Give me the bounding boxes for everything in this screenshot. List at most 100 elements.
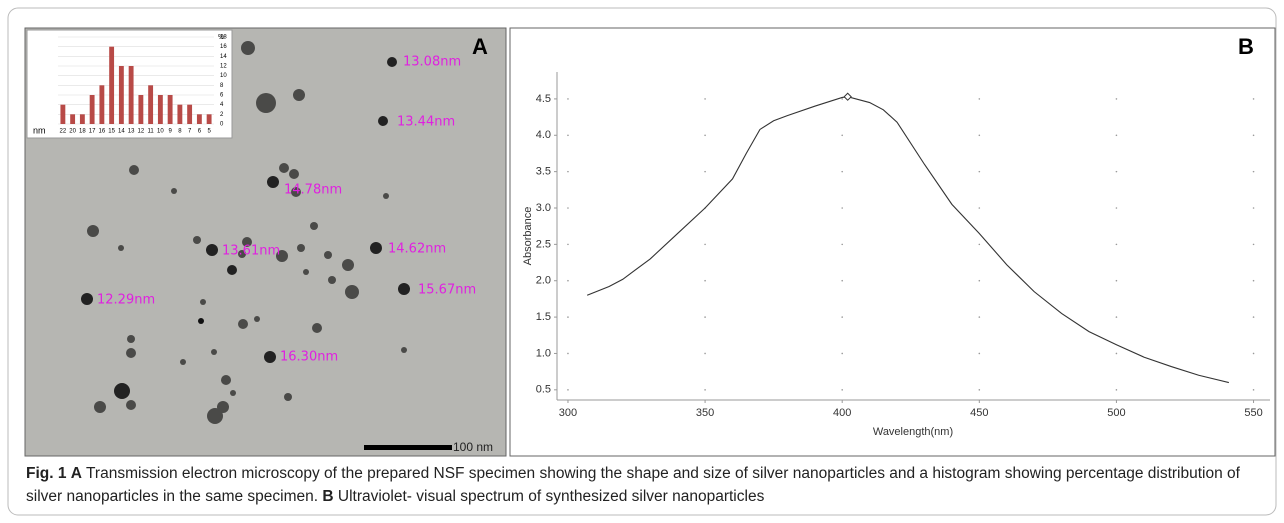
- x-axis-label: nm: [33, 125, 46, 135]
- bar: [167, 95, 173, 124]
- scale-bar-label: 100 nm: [453, 440, 493, 454]
- bar: [70, 114, 76, 124]
- grid-dot: [1115, 279, 1118, 282]
- grid-dot: [841, 389, 843, 391]
- x-axis-label: Wavelength(nm): [873, 426, 953, 438]
- grid-dot: [704, 279, 706, 282]
- grid-dot: [1115, 316, 1118, 318]
- x-tick-label: 10: [157, 129, 164, 135]
- grid-dot: [1115, 134, 1118, 137]
- y-tick-label: 3.0: [536, 202, 551, 214]
- grid-dot: [978, 352, 981, 355]
- grid-dot: [978, 98, 981, 100]
- x-tick-label: 7: [188, 129, 192, 135]
- particle-label: 13.44nm: [397, 115, 455, 130]
- caption-letter: A: [70, 465, 82, 482]
- grid-dot: [841, 134, 843, 137]
- particle-label: 15.67nm: [418, 283, 476, 298]
- x-tick-label: 12: [138, 129, 145, 135]
- particle-label: 14.62nm: [388, 242, 446, 257]
- grid-dot: [1252, 170, 1255, 173]
- y-tick-label: 0: [220, 122, 224, 128]
- grid-dot: [567, 134, 569, 137]
- grid-dot: [1115, 98, 1118, 100]
- grid-dot: [567, 243, 569, 246]
- caption-letter: B: [322, 488, 334, 505]
- grid-dot: [841, 352, 843, 355]
- panel-letter: A: [472, 34, 488, 59]
- grid-dot: [704, 352, 706, 355]
- particle-label: 13.61nm: [222, 244, 280, 259]
- bar: [157, 95, 163, 124]
- bar: [89, 95, 95, 124]
- y-tick-label: 0.5: [536, 384, 551, 396]
- y-tick-label: 1.5: [536, 311, 551, 323]
- grid-dot: [1252, 352, 1255, 355]
- grid-dot: [841, 316, 843, 318]
- figure-number: Fig. 1: [26, 465, 67, 482]
- grid-dot: [978, 316, 981, 318]
- spectrum-panel: [509, 27, 1276, 457]
- grid-dot: [1252, 243, 1255, 246]
- x-tick-label: 9: [168, 129, 172, 135]
- grid-dot: [1115, 352, 1118, 355]
- grid-dot: [567, 279, 569, 282]
- bar: [109, 46, 115, 124]
- bar: [79, 114, 85, 124]
- x-tick-label: 16: [99, 129, 106, 135]
- x-tick-label: 450: [970, 407, 988, 419]
- grid-dot: [1252, 389, 1255, 391]
- grid-dot: [567, 316, 569, 318]
- x-tick-label: 20: [69, 129, 76, 135]
- grid-dot: [1252, 98, 1255, 100]
- x-tick-label: 8: [178, 129, 182, 135]
- bar: [128, 66, 134, 124]
- bar: [177, 104, 183, 124]
- grid-dot: [978, 389, 981, 391]
- y-tick-label: 8: [220, 83, 224, 89]
- grid-dot: [704, 98, 706, 100]
- grid-dot: [1115, 389, 1118, 391]
- x-tick-label: 18: [79, 129, 86, 135]
- labelled-particles: [81, 57, 410, 363]
- grid-dot: [1115, 170, 1118, 173]
- particle-label: 12.29nm: [97, 293, 155, 308]
- grid-dot: [567, 170, 569, 173]
- caption-text: Ultraviolet- visual spectrum of synthesi…: [337, 488, 765, 505]
- grid-dot: [704, 134, 706, 137]
- x-tick-label: 15: [108, 129, 115, 135]
- grid-dot: [567, 98, 569, 100]
- peak-marker: [843, 92, 852, 101]
- bar: [138, 95, 144, 124]
- grid-dot: [1252, 134, 1255, 137]
- line: [586, 96, 1229, 384]
- y-tick-label: 2: [220, 112, 224, 118]
- x-tick-label: 6: [198, 129, 202, 135]
- grid-dot: [978, 170, 981, 173]
- grid-dot: [841, 170, 843, 173]
- y-tick-label: 4.5: [536, 93, 551, 105]
- grid-dot: [1115, 243, 1118, 246]
- x-tick-label: 13: [128, 129, 135, 135]
- x-tick-label: 300: [559, 407, 577, 419]
- particle-label: 16.30nm: [280, 350, 338, 365]
- y-axis-label: %: [218, 34, 224, 41]
- grid-dot: [704, 389, 706, 391]
- y-tick-label: 4.0: [536, 129, 551, 141]
- y-tick-label: 12: [220, 64, 227, 70]
- grid-dot: [567, 207, 569, 209]
- grid-dot: [841, 207, 843, 209]
- y-tick-label: 4: [220, 102, 224, 108]
- particles: [87, 41, 407, 424]
- frame: [7, 7, 1277, 516]
- grid-dot: [1252, 279, 1255, 282]
- scale-bar: [364, 445, 452, 450]
- x-tick-label: 22: [60, 129, 67, 135]
- bar: [60, 104, 66, 124]
- x-tick-label: 5: [207, 129, 211, 135]
- grid-dot: [704, 243, 706, 246]
- particle-label: 14.78nm: [284, 183, 342, 198]
- y-axis-label: Absorbance: [522, 207, 534, 266]
- grid-dot: [1115, 207, 1118, 209]
